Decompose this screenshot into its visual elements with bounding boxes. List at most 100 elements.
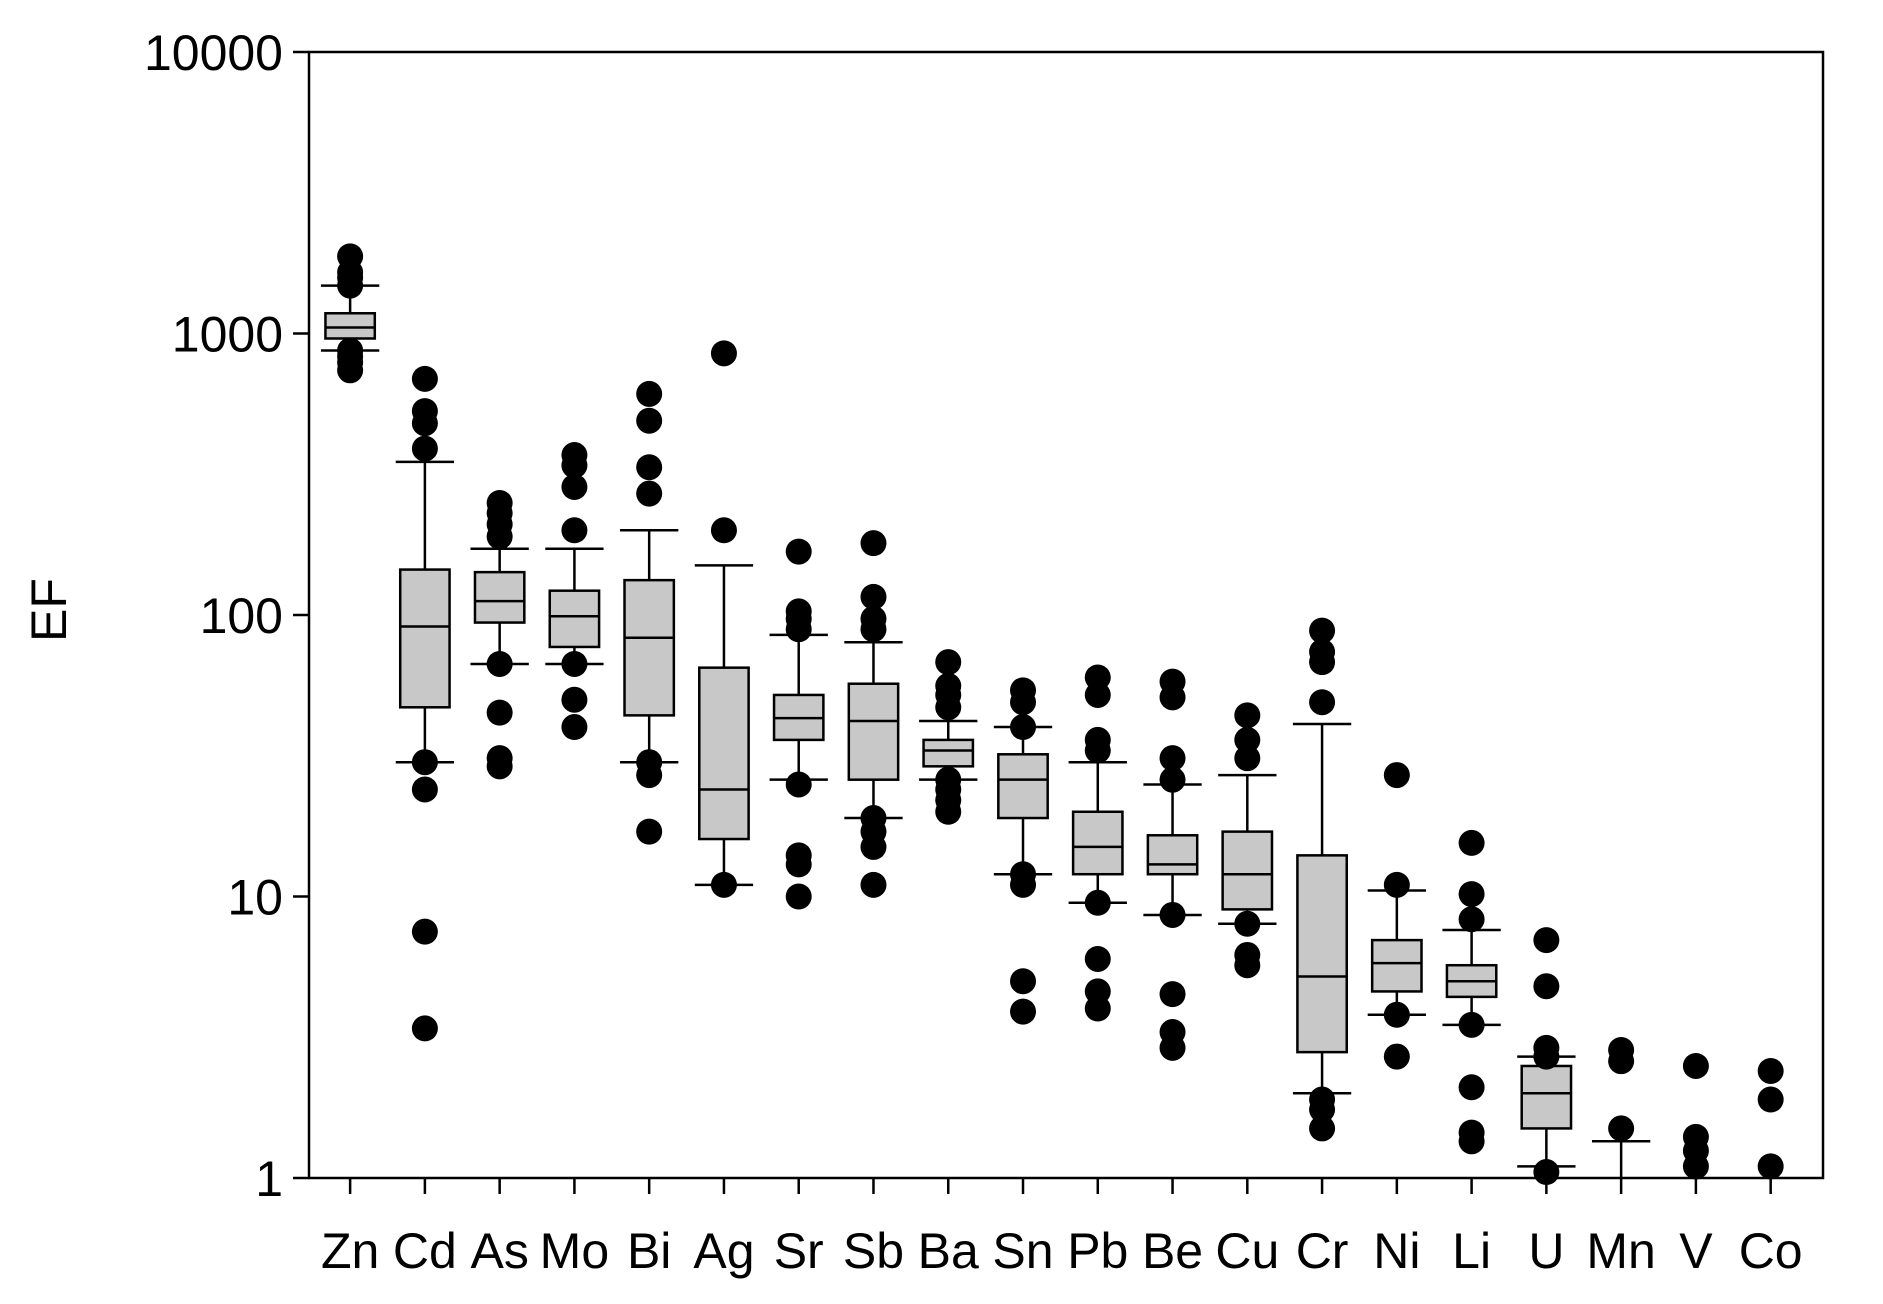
outlier-point xyxy=(411,776,438,803)
y-axis: 1 10 100 1000 10000 xyxy=(144,25,309,1207)
plot-area xyxy=(307,50,1825,1180)
outlier-point xyxy=(561,650,588,677)
outlier-point xyxy=(1084,681,1111,708)
x-tick-label-bi: Bi xyxy=(627,1223,671,1279)
outlier-point xyxy=(1383,762,1410,789)
box-iqr xyxy=(1296,854,1348,1054)
box-sr xyxy=(769,538,828,910)
outlier-point xyxy=(1159,981,1186,1008)
x-tick-label-ag: Ag xyxy=(693,1223,754,1279)
y-tick-label: 10000 xyxy=(144,25,283,81)
outlier-point xyxy=(411,410,438,437)
outlier-point xyxy=(1010,998,1037,1025)
outlier-point xyxy=(561,473,588,500)
box-iqr xyxy=(997,753,1049,820)
box-bi xyxy=(620,380,679,845)
box-iqr xyxy=(1221,830,1274,911)
x-tick-label-cr: Cr xyxy=(1296,1223,1349,1279)
outlier-point xyxy=(1533,1159,1560,1186)
outlier-point xyxy=(561,517,588,544)
outlier-point xyxy=(1159,684,1186,711)
outlier-point xyxy=(1159,745,1186,772)
outlier-point xyxy=(636,480,663,507)
outlier-point xyxy=(1383,1001,1410,1028)
outlier-point xyxy=(561,452,588,479)
box-v xyxy=(1682,1052,1709,1180)
outlier-point xyxy=(1458,1128,1485,1155)
box-iqr xyxy=(847,682,900,781)
box-iqr xyxy=(623,578,676,717)
outlier-point xyxy=(337,337,364,364)
box-iqr xyxy=(1370,938,1423,993)
outlier-point xyxy=(1159,901,1186,928)
outlier-point xyxy=(1159,1034,1186,1061)
outlier-point xyxy=(860,583,887,610)
box-li xyxy=(1442,829,1501,1155)
outlier-point xyxy=(486,753,513,780)
outlier-point xyxy=(411,365,438,392)
outlier-point xyxy=(1458,1074,1485,1101)
outlier-point xyxy=(1458,829,1485,856)
box-cr xyxy=(1292,617,1352,1142)
outlier-point xyxy=(411,749,438,776)
outlier-point xyxy=(561,714,588,741)
outlier-point xyxy=(636,407,663,434)
outlier-point xyxy=(785,851,812,878)
x-axis: Zn Cd As Mo Bi Ag Sr Sb Ba Sn Pb Be Cu Cr Ni Li U Mn V Co xyxy=(321,1178,1803,1279)
outlier-point xyxy=(785,771,812,798)
outlier-point xyxy=(1309,649,1336,676)
outlier-point xyxy=(860,530,887,557)
outlier-point xyxy=(1682,1153,1709,1180)
outlier-point xyxy=(1309,1115,1336,1142)
y-tick-label: 1000 xyxy=(172,307,283,363)
outlier-point xyxy=(860,871,887,898)
box-iqr xyxy=(1520,1064,1573,1130)
box-iqr xyxy=(698,666,750,841)
x-tick-label-be: Be xyxy=(1142,1223,1203,1279)
outlier-point xyxy=(1533,1043,1560,1070)
box-iqr xyxy=(1071,810,1124,876)
outlier-point xyxy=(1608,1048,1635,1075)
box-u xyxy=(1517,927,1576,1186)
outlier-point xyxy=(1234,952,1261,979)
outlier-point xyxy=(636,818,663,845)
box-co xyxy=(1757,1057,1784,1180)
outlier-point xyxy=(785,538,812,565)
box-cu xyxy=(1218,702,1277,979)
y-tick-label: 1 xyxy=(255,1151,283,1207)
outlier-point xyxy=(1084,737,1111,764)
y-axis-label: EF xyxy=(21,578,77,642)
outlier-point xyxy=(561,686,588,713)
x-tick-label-co: Co xyxy=(1739,1223,1803,1279)
outlier-point xyxy=(1757,1153,1784,1180)
x-tick-label-pb: Pb xyxy=(1067,1223,1128,1279)
box-iqr xyxy=(548,589,601,649)
outlier-point xyxy=(785,616,812,643)
outlier-point xyxy=(1084,995,1111,1022)
outlier-point xyxy=(636,380,663,407)
outlier-point xyxy=(411,435,438,462)
x-tick-label-v: V xyxy=(1679,1223,1713,1279)
outlier-point xyxy=(486,523,513,550)
outlier-point xyxy=(1309,617,1336,644)
outlier-point xyxy=(1458,1011,1485,1038)
outlier-point xyxy=(1458,881,1485,908)
x-tick-label-mn: Mn xyxy=(1586,1223,1655,1279)
outlier-point xyxy=(411,1015,438,1042)
outlier-point xyxy=(860,616,887,643)
outlier-point xyxy=(1234,726,1261,753)
outlier-point xyxy=(1010,968,1037,995)
outlier-point xyxy=(1234,702,1261,729)
outlier-point xyxy=(1383,1043,1410,1070)
box-iqr xyxy=(922,738,975,768)
x-tick-label-ni: Ni xyxy=(1373,1223,1420,1279)
box-cd xyxy=(395,365,455,1042)
outlier-point xyxy=(1010,714,1037,741)
outlier-point xyxy=(710,517,737,544)
box-zn xyxy=(320,243,380,384)
outlier-point xyxy=(1309,689,1336,716)
outlier-point xyxy=(1757,1086,1784,1113)
x-tick-label-zn: Zn xyxy=(321,1223,379,1279)
y-tick-label: 100 xyxy=(200,588,283,644)
